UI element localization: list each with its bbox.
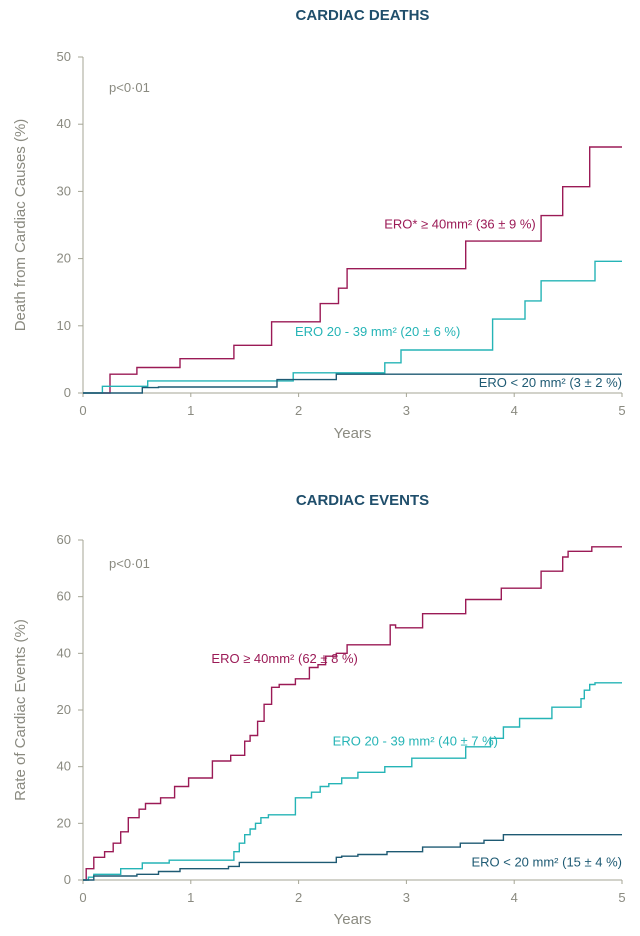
x-axis-label: Years xyxy=(334,911,372,928)
chart-panel-cardiac-events: CARDIAC EVENTS 0 1 2 3 4 5 0 20 40 20 40 60 60 Years Ra… xyxy=(12,492,626,928)
y-tick-label: 60 xyxy=(57,589,71,604)
y-tick-label: 50 xyxy=(57,49,71,64)
p-value-annotation: p<0·01 xyxy=(109,80,150,95)
series-line-0 xyxy=(83,546,622,881)
series-label-1: ERO 20 - 39 mm² (40 ± 7 %) xyxy=(333,734,498,749)
x-tick-label: 4 xyxy=(511,890,518,905)
series-label-2: ERO < 20 mm² (3 ± 2 %) xyxy=(479,375,622,390)
series-label-0: ERO* ≥ 40mm² (36 ± 9 %) xyxy=(384,216,536,231)
x-tick-label: 1 xyxy=(187,890,194,905)
x-tick-label: 5 xyxy=(618,890,625,905)
series-label-0: ERO ≥ 40mm² (62 ± 8 %) xyxy=(211,651,357,666)
series-line-1 xyxy=(83,260,622,394)
series-label-1: ERO 20 - 39 mm² (20 ± 6 %) xyxy=(295,324,460,339)
chart-title: CARDIAC EVENTS xyxy=(296,492,429,509)
x-tick-label: 1 xyxy=(187,403,194,418)
y-tick-label: 20 xyxy=(57,251,71,266)
series-line-1 xyxy=(83,682,622,881)
y-tick-label: 20 xyxy=(57,815,71,830)
x-axis-label: Years xyxy=(334,425,372,442)
x-tick-label: 0 xyxy=(79,890,86,905)
p-value-annotation: p<0·01 xyxy=(109,556,150,571)
series-line-2 xyxy=(83,373,622,394)
y-tick-label: 0 xyxy=(64,385,71,400)
x-tick-label: 5 xyxy=(618,403,625,418)
y-tick-label: 60 xyxy=(57,532,71,547)
series-line-2 xyxy=(83,834,622,881)
y-axis-label: Death from Cardiac Causes (%) xyxy=(12,119,29,332)
x-tick-label: 3 xyxy=(403,890,410,905)
x-tick-label: 4 xyxy=(511,403,518,418)
series-line-0 xyxy=(83,146,622,394)
y-tick-label: 0 xyxy=(64,872,71,887)
y-tick-label: 40 xyxy=(57,759,71,774)
y-axis-label: Rate of Cardiac Events (%) xyxy=(12,619,29,801)
x-tick-label: 0 xyxy=(79,403,86,418)
y-tick-label: 40 xyxy=(57,645,71,660)
x-tick-label: 3 xyxy=(403,403,410,418)
series-label-2: ERO < 20 mm² (15 ± 4 %) xyxy=(471,854,622,869)
chart-title: CARDIAC DEATHS xyxy=(296,7,430,24)
y-tick-label: 30 xyxy=(57,183,71,198)
x-tick-label: 2 xyxy=(295,403,302,418)
y-tick-label: 10 xyxy=(57,318,71,333)
x-tick-label: 2 xyxy=(295,890,302,905)
y-tick-label: 20 xyxy=(57,702,71,717)
y-tick-label: 40 xyxy=(57,116,71,131)
